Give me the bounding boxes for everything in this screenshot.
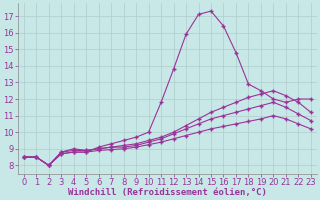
X-axis label: Windchill (Refroidissement éolien,°C): Windchill (Refroidissement éolien,°C): [68, 188, 267, 197]
